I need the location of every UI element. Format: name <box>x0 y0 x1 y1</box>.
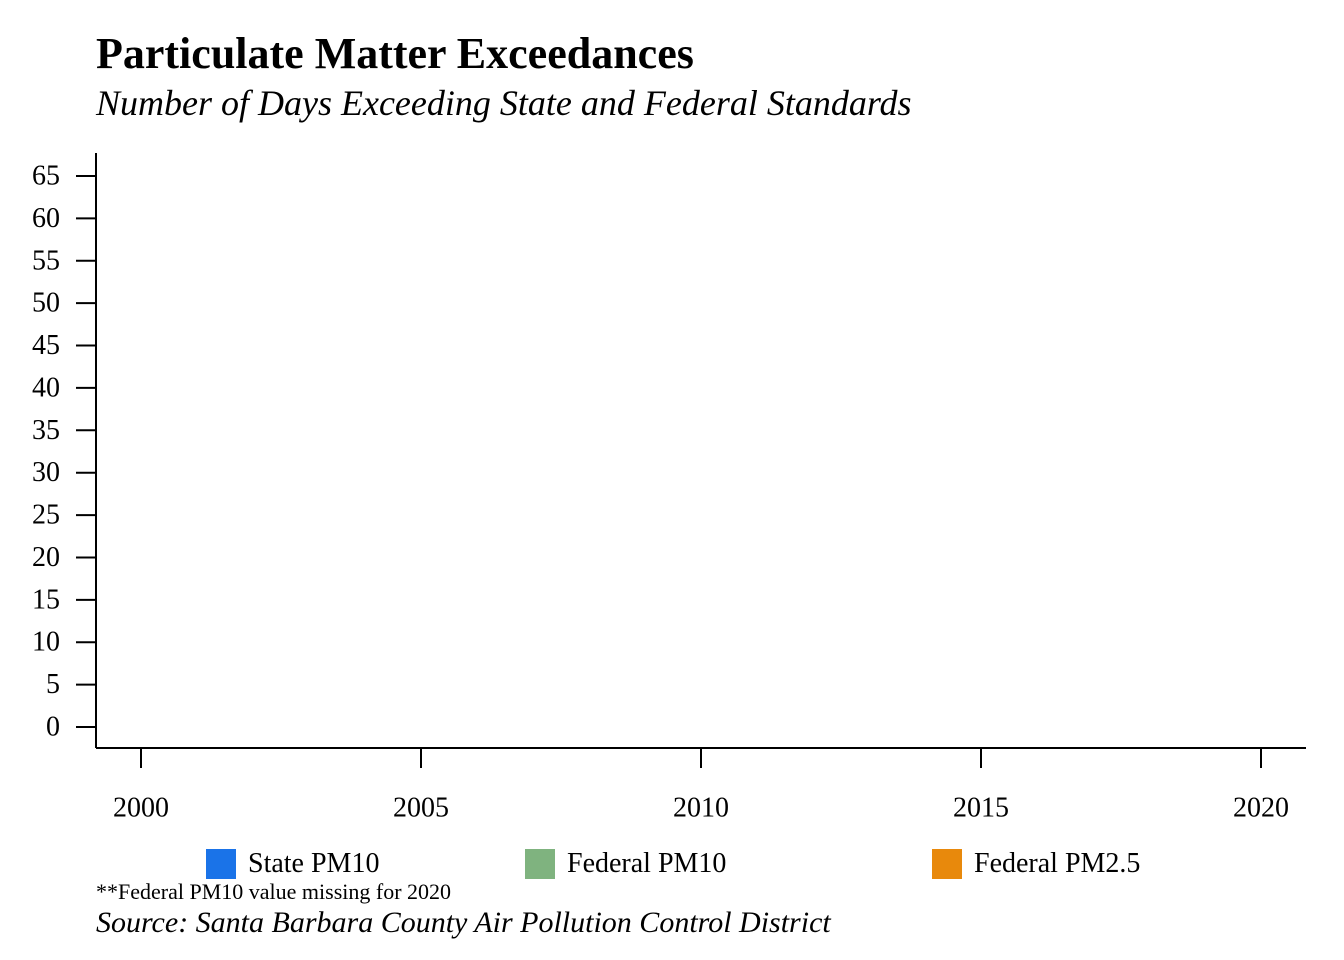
y-tick-label: 45 <box>32 330 60 361</box>
legend-item-federal-pm10: Federal PM10 <box>525 849 726 879</box>
chart-subtitle: Number of Days Exceeding State and Feder… <box>96 83 912 123</box>
y-tick-label: 5 <box>46 669 60 700</box>
legend-label-state-pm10: State PM10 <box>248 848 380 879</box>
legend-swatch-state-pm10 <box>206 849 236 879</box>
chart-source: Source: Santa Barbara County Air Polluti… <box>96 906 831 939</box>
y-tick-label: 35 <box>32 415 60 446</box>
y-tick-label: 30 <box>32 457 60 488</box>
chart-title: Particulate Matter Exceedances <box>96 29 694 78</box>
legend-item-federal-pm25: Federal PM2.5 <box>932 849 1140 879</box>
legend-label-federal-pm25: Federal PM2.5 <box>974 848 1141 879</box>
y-tick-label: 55 <box>32 245 60 276</box>
y-tick-label: 20 <box>32 542 60 573</box>
y-tick-label: 50 <box>32 288 60 319</box>
x-tick-label: 2010 <box>673 793 729 824</box>
x-tick-label: 2005 <box>393 793 449 824</box>
y-tick-label: 10 <box>32 627 60 658</box>
y-tick-label: 60 <box>32 203 60 234</box>
legend-item-state-pm10: State PM10 <box>206 849 379 879</box>
y-tick-label: 40 <box>32 372 60 403</box>
legend-label-federal-pm10: Federal PM10 <box>567 848 727 879</box>
x-tick-label: 2000 <box>113 793 169 824</box>
chart-axes <box>95 153 1306 749</box>
y-tick-label: 25 <box>32 500 60 531</box>
x-tick-label: 2020 <box>1233 793 1289 824</box>
legend-swatch-federal-pm25 <box>932 849 962 879</box>
chart-ticks: 0 5 10 15 20 25 30 35 40 45 50 55 60 65 2000 2005 2010 20… <box>32 161 1289 824</box>
legend-swatch-federal-pm10 <box>525 849 555 879</box>
chart-footnote: **Federal PM10 value missing for 2020 <box>96 879 452 904</box>
y-tick-label: 0 <box>46 712 60 743</box>
y-tick-label: 65 <box>32 161 60 192</box>
x-tick-label: 2015 <box>953 793 1009 824</box>
y-tick-label: 15 <box>32 584 60 615</box>
